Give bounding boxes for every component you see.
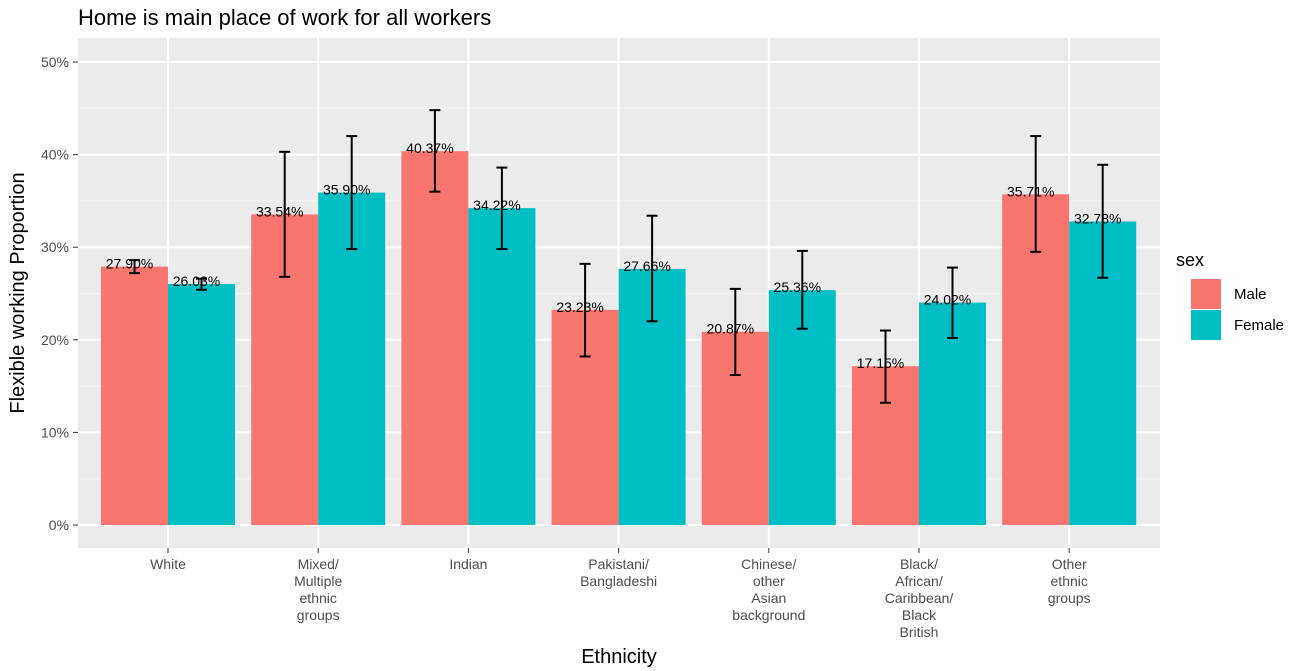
x-axis-ticks: White Mixed/Multiple ethnic groups Indian Pak… [150,548,1091,640]
data-label: 23.23% [556,299,603,315]
bar-female [919,302,986,525]
legend-label-male: Male [1234,286,1267,303]
bars [101,151,1137,526]
data-label: 35.90% [323,182,370,198]
y-tick-label: 40% [41,147,69,163]
x-axis-title: Ethnicity [581,646,657,668]
data-label: 35.71% [1007,183,1054,199]
legend-key-female [1191,310,1221,340]
bar-female [468,208,536,525]
y-tick-label: 0% [49,517,69,533]
x-tick-label: Mixed/Multiple ethnic groups [294,556,342,623]
x-tick-label: White [150,556,186,572]
error-bars [129,109,1109,404]
data-label: 27.90% [106,256,153,272]
data-label: 17.15% [857,355,904,371]
y-tick-label: 20% [41,332,69,348]
data-label: 24.02% [924,292,971,308]
x-tick-label: Other ethnic groups [1048,556,1091,606]
y-tick-label: 30% [41,239,69,255]
y-tick-label: 50% [41,54,69,70]
x-tick-label: Indian [449,556,487,572]
legend-label-female: Female [1234,317,1284,334]
legend-key-male [1191,279,1221,309]
chart-title: Home is main place of work for all worke… [78,5,491,30]
data-label: 20.87% [707,321,754,337]
x-tick-label: Chinese/other Asian background [732,556,805,623]
data-label: 32.78% [1074,210,1121,226]
y-axis-ticks: 0% 10% 20% 30% 40% 50% [41,54,78,533]
bar-female [168,283,235,525]
legend: sex Male Female [1176,250,1284,340]
x-tick-label: Pakistani/Bangladeshi [580,556,657,589]
bar-male [401,151,469,525]
bar-male [101,266,168,525]
y-tick-label: 10% [41,424,69,440]
data-labels: 27.90% 33.54% 40.37% 23.23% 20.87% 17.15% 35.7… [106,140,1122,371]
y-axis-title: Flexible working Proportion [7,172,29,413]
data-label: 33.54% [256,203,303,219]
legend-title: sex [1176,250,1204,270]
data-label: 25.36% [774,279,821,295]
data-label: 26.03% [173,273,220,289]
data-label: 27.66% [623,258,670,274]
data-label: 40.37% [406,140,453,156]
x-tick-label: Black/African/Caribbean/Black British [885,556,954,640]
data-label: 34.22% [473,197,520,213]
